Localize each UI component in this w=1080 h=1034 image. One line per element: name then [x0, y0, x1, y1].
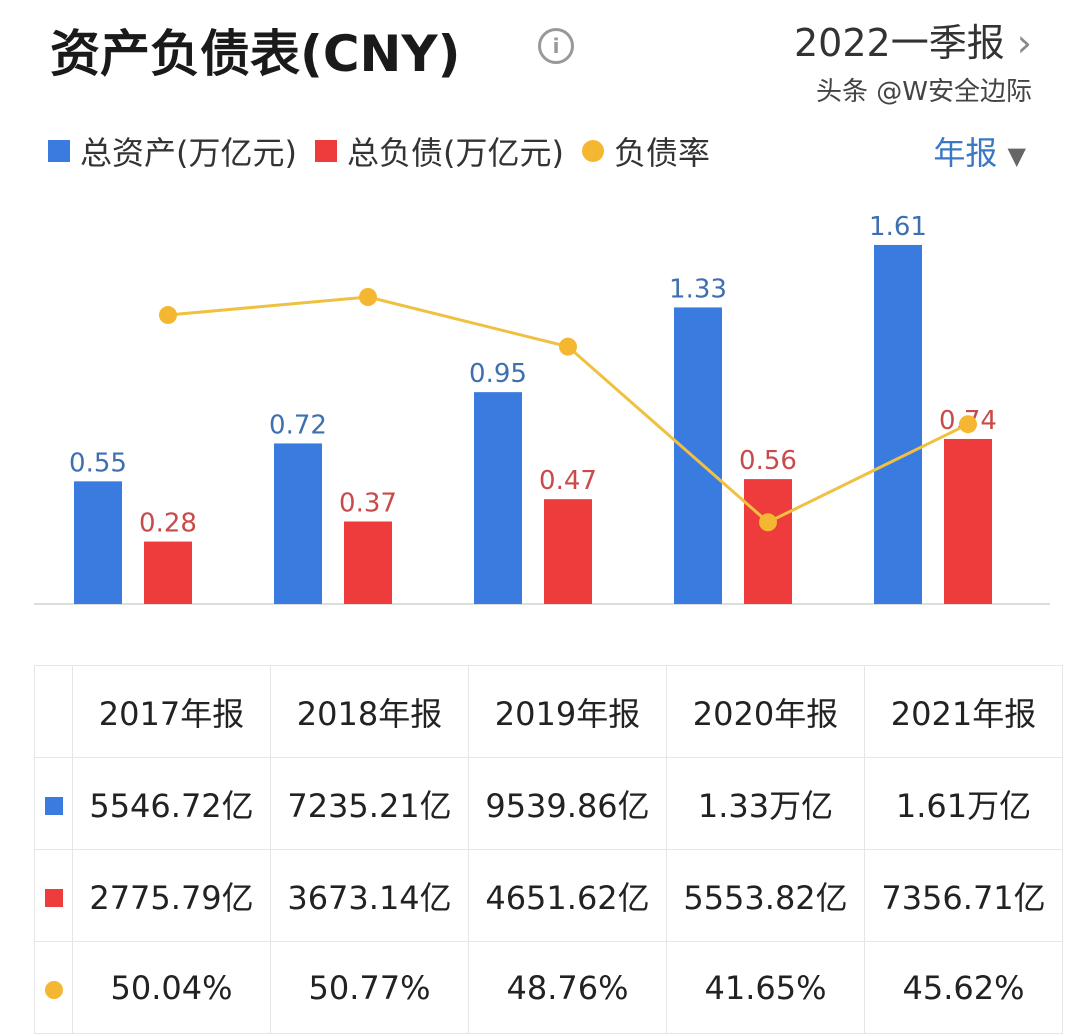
row-marker: [34, 757, 73, 850]
yellow-dot-icon: [581, 140, 604, 162]
table-cell: 1.33万亿: [666, 757, 865, 850]
period-label: 2022一季报: [793, 21, 1005, 65]
table-row: 5546.72亿 7235.21亿 9539.86亿 1.33万亿 1.61万亿: [34, 757, 1063, 850]
table-cell: 48.76%: [468, 941, 667, 1034]
table-cell: 5553.82亿: [666, 849, 865, 942]
yellow-dot-icon: [44, 980, 63, 999]
bar-liabilities: [344, 521, 392, 604]
row-marker: [34, 849, 73, 942]
bar-assets: [874, 244, 922, 604]
ratio-point: [159, 306, 177, 325]
legend-label: 负债率: [613, 134, 710, 172]
table-cell: 9539.86亿: [468, 757, 667, 850]
table-cell: 3673.14亿: [270, 849, 469, 942]
table-cell: 7356.71亿: [864, 849, 1063, 942]
data-table: 2017年报 2018年报 2019年报 2020年报 2021年报 5546.72亿 72…: [34, 665, 1063, 1034]
red-square-icon: [314, 140, 337, 162]
table-row: 50.04% 50.77% 48.76% 41.65% 45.62%: [34, 941, 1063, 1034]
info-icon[interactable]: i: [538, 28, 574, 64]
square-icon: [44, 796, 63, 815]
table-cell: 50.04%: [72, 941, 271, 1034]
bar-label: 1.61: [869, 212, 927, 242]
table-cell: 4651.62亿: [468, 849, 667, 942]
column-header: 2019年报: [468, 665, 667, 758]
page-title: 资产负债表(CNY): [50, 25, 461, 83]
column-header: 2018年报: [270, 665, 469, 758]
ratio-point: [959, 415, 977, 434]
square-icon: [44, 888, 63, 907]
table-header-row: 2017年报 2018年报 2019年报 2020年报 2021年报: [34, 665, 1063, 758]
bar-assets: [474, 392, 522, 604]
legend-item-liabilities[interactable]: 总负债(万亿元): [314, 128, 564, 174]
caret-down-icon: ▼: [1007, 142, 1026, 170]
bar-label: 1.33: [669, 274, 727, 304]
ratio-point: [559, 337, 577, 356]
legend-item-ratio[interactable]: 负债率: [581, 128, 710, 174]
legend-label: 总负债(万亿元): [346, 134, 564, 172]
bar-liabilities: [744, 479, 792, 604]
bar-label: 0.72: [269, 410, 327, 440]
bar-label: 0.28: [139, 509, 197, 539]
bar-label: 0.56: [739, 446, 797, 476]
column-header: 2017年报: [72, 665, 271, 758]
ratio-point: [759, 513, 777, 532]
corner-cell: [34, 665, 73, 758]
bar-assets: [74, 481, 122, 604]
bar-liabilities: [944, 438, 992, 604]
bar-liabilities: [144, 541, 192, 604]
period-selector[interactable]: 2022一季报 ›: [794, 20, 1032, 66]
table-cell: 5546.72亿: [72, 757, 271, 850]
bar-assets: [274, 443, 322, 604]
chevron-right-icon: ›: [1016, 21, 1032, 65]
report-type-dropdown[interactable]: 年报 ▼: [933, 128, 1026, 174]
ratio-point: [359, 288, 377, 306]
table-cell: 50.77%: [270, 941, 469, 1034]
column-header: 2020年报: [666, 665, 865, 758]
table-cell: 1.61万亿: [864, 757, 1063, 850]
bar-liabilities: [544, 499, 592, 604]
dropdown-label: 年报: [933, 134, 998, 172]
legend-label: 总资产(万亿元): [80, 134, 297, 172]
bar-assets: [674, 307, 722, 604]
bar-label: 0.55: [69, 448, 127, 478]
bar-label: 0.95: [469, 359, 527, 389]
table-cell: 45.62%: [864, 941, 1063, 1034]
bar-label: 0.37: [339, 488, 397, 518]
row-marker: [34, 941, 73, 1034]
bar-label: 0.47: [539, 466, 597, 496]
table-row: 2775.79亿 3673.14亿 4651.62亿 5553.82亿 7356.71亿: [34, 849, 1063, 942]
legend: 总资产(万亿元) 总负债(万亿元) 负债率: [48, 128, 728, 174]
chart: 0.550.280.720.370.950.471.330.561.610.74: [34, 212, 1050, 605]
watermark: 头条 @W安全边际: [816, 77, 1032, 107]
table-cell: 41.65%: [666, 941, 865, 1034]
table-cell: 2775.79亿: [72, 849, 271, 942]
blue-square-icon: [48, 140, 70, 162]
legend-item-assets[interactable]: 总资产(万亿元): [48, 128, 297, 174]
table-cell: 7235.21亿: [270, 757, 469, 850]
column-header: 2021年报: [864, 665, 1063, 758]
